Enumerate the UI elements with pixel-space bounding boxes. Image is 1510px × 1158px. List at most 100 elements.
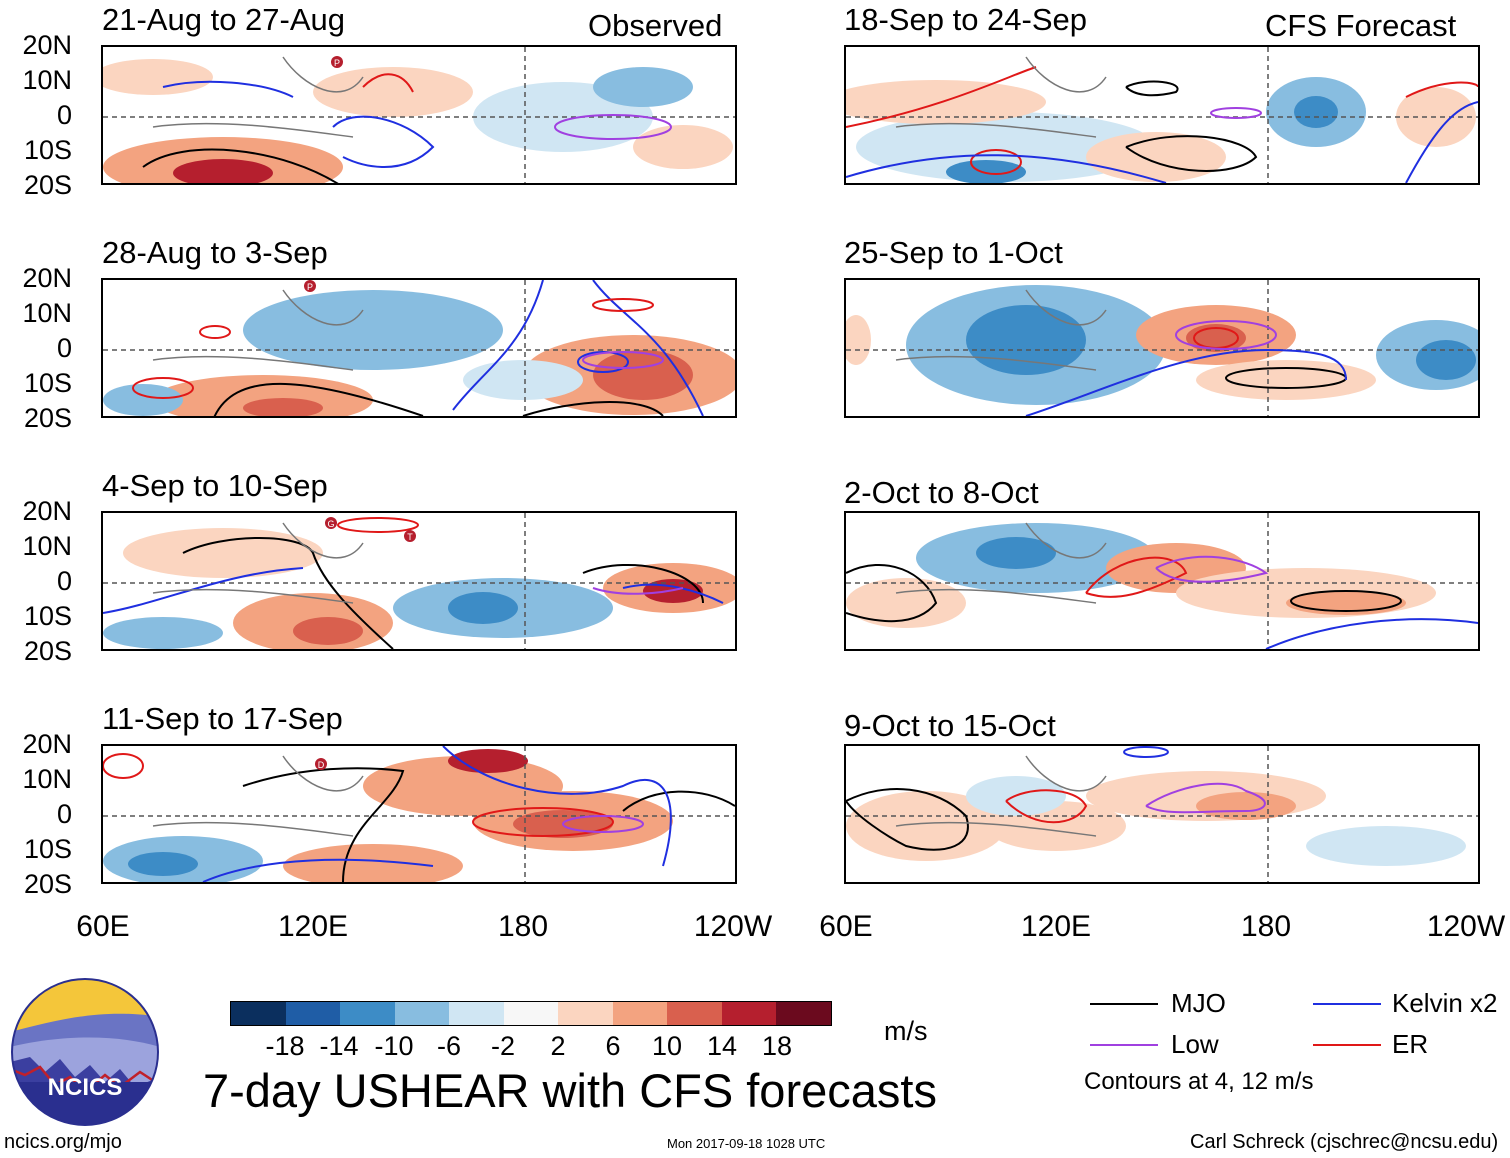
shading-region <box>633 125 733 169</box>
er-contour <box>472 807 614 837</box>
footer-credit: Carl Schreck (cjschrec@ncsu.edu) <box>1190 1131 1499 1153</box>
shading-region <box>463 360 583 400</box>
lat-label: 0 <box>56 333 72 363</box>
colorbar-swatch <box>558 1002 613 1025</box>
kelvin-contour <box>846 154 1167 183</box>
colorbar-swatch <box>340 1002 395 1025</box>
colorbar-tick: 10 <box>651 1031 683 1061</box>
storm-marker-label: G <box>327 519 334 529</box>
kelvin-contour <box>202 858 434 882</box>
shading-region <box>293 617 363 645</box>
lat-label: 20S <box>23 403 72 433</box>
shading-region <box>1294 96 1338 128</box>
lat-label: 10N <box>22 298 72 328</box>
footer-timestamp: Mon 2017-09-18 1028 UTC <box>667 1136 826 1151</box>
shading-region <box>1306 826 1466 866</box>
shading-region <box>846 315 871 365</box>
lon-label: 120W <box>1426 910 1506 943</box>
lat-label: 20S <box>23 636 72 666</box>
low-contour <box>554 114 672 140</box>
kelvin-contour <box>577 351 629 373</box>
shading-region <box>123 528 323 578</box>
panel-title-6: 25-Sep to 1-Oct <box>844 235 1063 270</box>
colorbar-tick: -18 <box>265 1031 305 1061</box>
er-contour <box>199 325 231 339</box>
colorbar-swatch <box>231 1002 286 1025</box>
lat-label: 10N <box>22 65 72 95</box>
figure-title: 7-day USHEAR with CFS forecasts <box>203 1064 937 1117</box>
lat-label: 20N <box>22 263 72 293</box>
storm-marker-label: T <box>407 532 413 542</box>
shading-region <box>946 160 1026 183</box>
lon-label: 180 <box>1240 910 1292 943</box>
map-panel-observed-1: P <box>101 45 737 185</box>
map-panel-observed-3: G T <box>101 511 737 651</box>
coastline <box>152 588 354 604</box>
kelvin-contour <box>332 115 435 168</box>
logo-graphic: NCICS <box>11 978 159 1126</box>
coastline <box>152 821 354 837</box>
lon-label: 120E <box>1020 910 1092 943</box>
kelvin-contour <box>1123 746 1169 758</box>
colorbar-tick: -6 <box>436 1031 462 1061</box>
colorbar-swatch <box>612 1002 668 1025</box>
lat-label: 10N <box>22 531 72 561</box>
kelvin-contour <box>103 567 304 614</box>
er-contour <box>362 73 414 93</box>
mjo-contour <box>1290 590 1402 612</box>
shading-region <box>448 592 518 624</box>
colorbar-tick: 6 <box>605 1031 621 1061</box>
low-contour <box>1175 320 1277 350</box>
storm-marker-label: P <box>334 58 340 68</box>
kelvin-contour <box>592 280 704 416</box>
colorbar-swatch <box>667 1002 722 1025</box>
lat-label: 10S <box>23 368 72 398</box>
coastline <box>282 56 364 93</box>
lat-label: 10S <box>23 834 72 864</box>
er-contour <box>1405 81 1478 98</box>
map-canvas: P <box>103 280 735 416</box>
shading-region <box>103 59 213 95</box>
er-contour <box>970 149 1022 175</box>
kelvin-contour <box>1405 101 1478 183</box>
mjo-contour <box>213 382 424 416</box>
mjo-contour <box>622 790 735 812</box>
coastline <box>282 522 364 559</box>
footer-url[interactable]: ncics.org/mjo <box>4 1131 122 1153</box>
panel-title-3: 4-Sep to 10-Sep <box>102 468 328 503</box>
colorbar-tick: 18 <box>761 1031 793 1061</box>
shading-region <box>313 67 473 117</box>
low-contour <box>1155 555 1269 583</box>
shading-region <box>243 290 503 370</box>
lat-label: 20S <box>23 170 72 200</box>
low-contour <box>592 587 684 595</box>
mjo-contour <box>1125 80 1179 97</box>
shading-region <box>243 398 323 416</box>
map-canvas <box>846 280 1478 416</box>
map-panel-observed-4: D <box>101 744 737 884</box>
lat-label: 20N <box>22 496 72 526</box>
storm-marker-label: D <box>318 760 325 770</box>
mjo-contour <box>846 564 938 623</box>
mjo-contour <box>142 148 339 183</box>
map-panel-observed-2: P <box>101 278 737 418</box>
colorbar-swatch <box>776 1002 832 1025</box>
mjo-contour <box>522 401 664 416</box>
legend-label-mjo: MJO <box>1171 988 1226 1018</box>
map-canvas: D <box>103 746 735 882</box>
mjo-contour <box>846 788 969 851</box>
er-contour <box>103 753 144 779</box>
legend-label-low: Low <box>1171 1029 1219 1059</box>
shading-region <box>1416 340 1476 380</box>
panel-title-8: 9-Oct to 15-Oct <box>844 708 1056 743</box>
map-panel-forecast-1 <box>844 45 1480 185</box>
colorbar-swatch <box>721 1002 777 1025</box>
kelvin-contour <box>1265 618 1478 649</box>
storm-marker-label: P <box>307 282 313 292</box>
observed-label: Observed <box>588 8 723 43</box>
lon-label: 180 <box>497 910 549 943</box>
panel-title-4: 11-Sep to 17-Sep <box>102 701 343 736</box>
shading-region <box>128 852 198 876</box>
colorbar-tick: -10 <box>374 1031 414 1061</box>
contours-note: Contours at 4, 12 m/s <box>1084 1068 1314 1095</box>
